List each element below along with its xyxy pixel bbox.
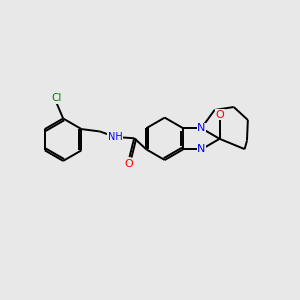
Text: O: O	[124, 159, 133, 169]
Text: Cl: Cl	[52, 93, 62, 103]
Text: N: N	[197, 123, 206, 133]
Text: N: N	[197, 144, 206, 154]
Text: NH: NH	[108, 132, 122, 142]
Text: O: O	[215, 110, 224, 120]
